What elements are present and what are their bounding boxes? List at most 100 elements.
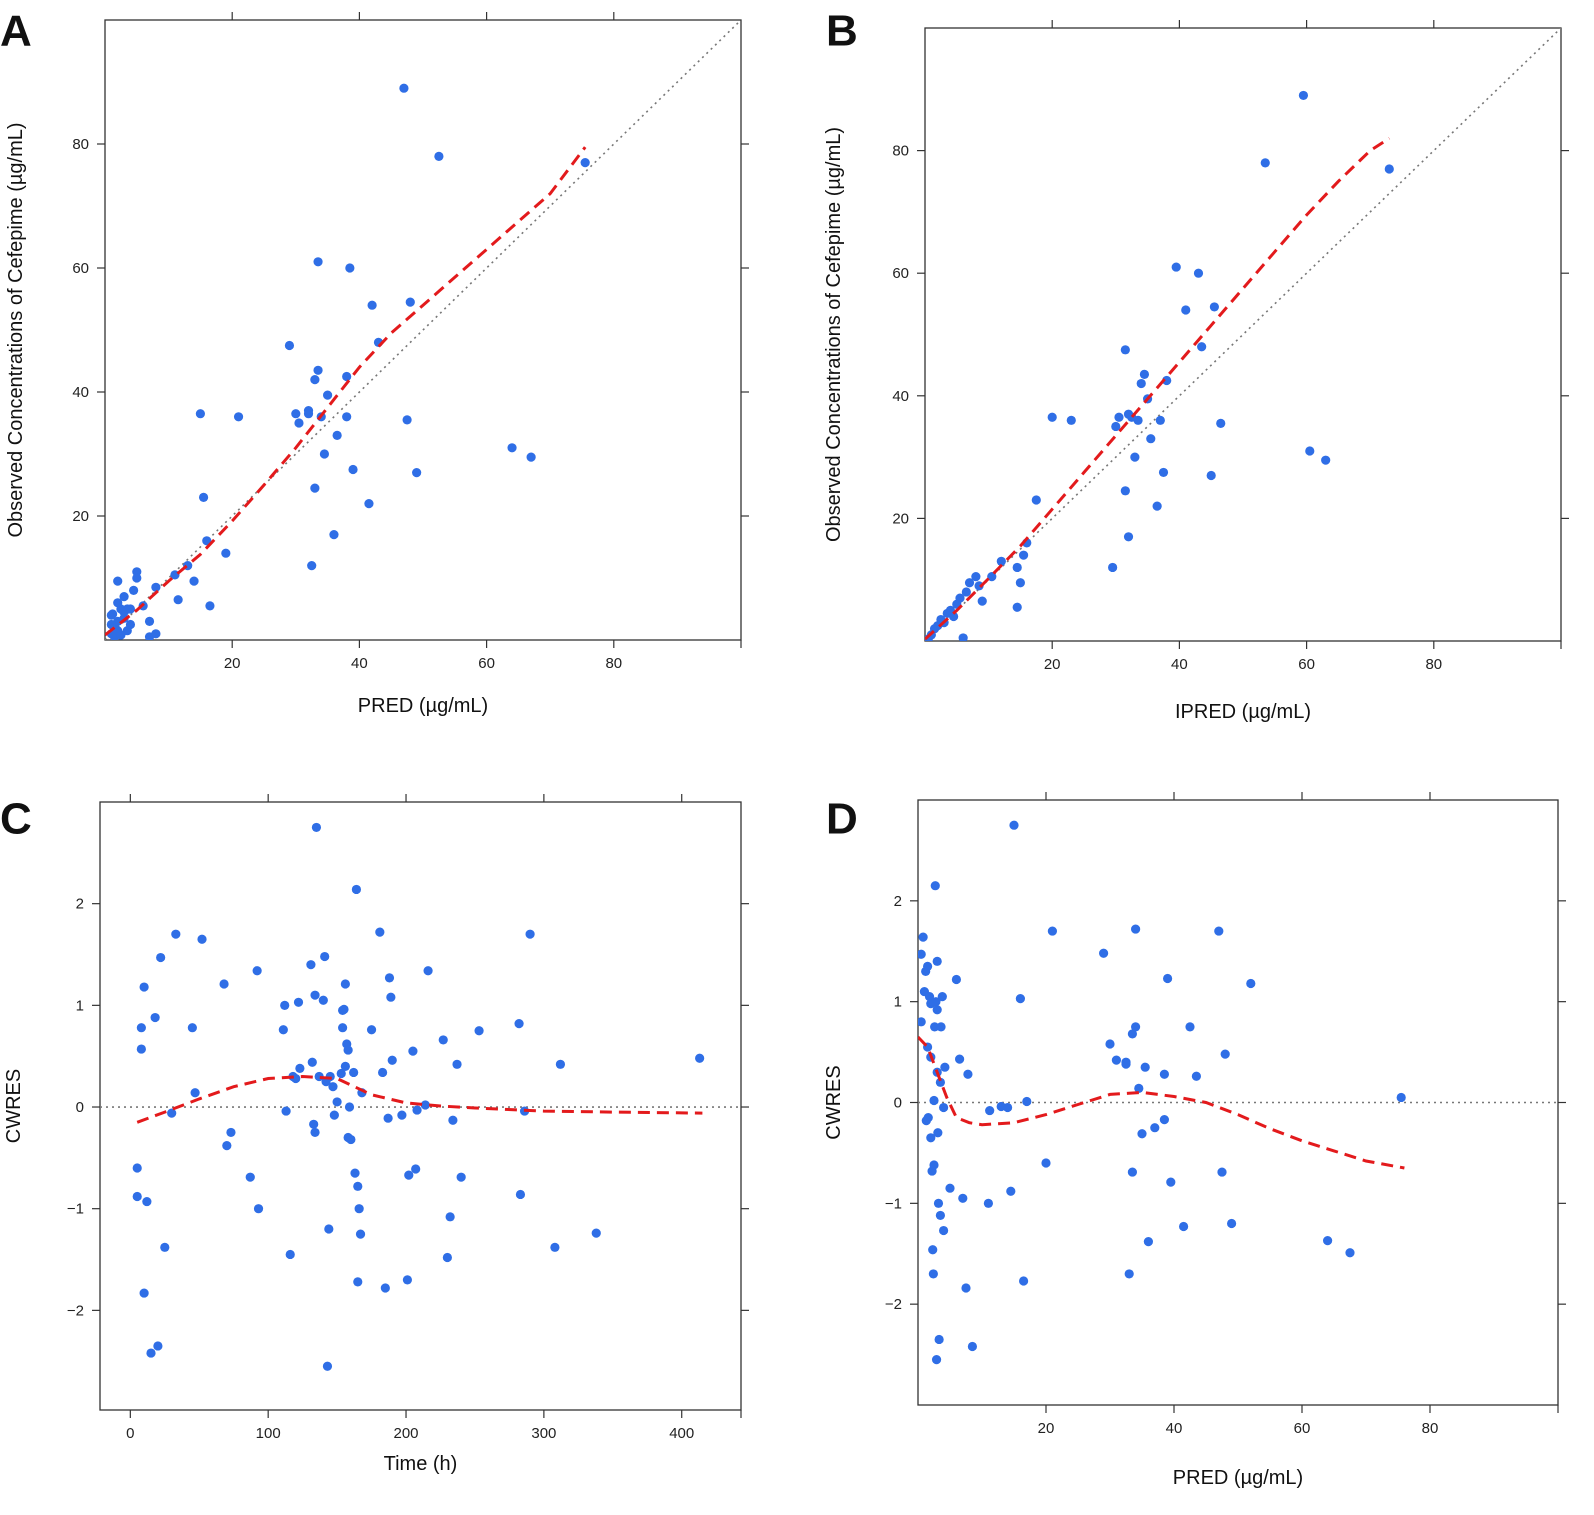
data-point [918, 932, 928, 942]
data-point [367, 300, 377, 310]
data-point [405, 297, 415, 307]
data-point [1139, 369, 1150, 379]
data-point [1155, 415, 1165, 425]
data-point [340, 979, 350, 989]
data-point [336, 1068, 346, 1079]
x-tick-label: 100 [256, 1425, 281, 1442]
plot-area [105, 20, 741, 640]
data-point [190, 1088, 200, 1098]
data-point [1163, 973, 1173, 984]
data-point [295, 1063, 305, 1073]
panel-c-cwres-vs-time: C 0 100 200 300 400 −2 −1 0 1 2 Time (h) CWRES [0, 794, 749, 1475]
data-point [222, 1141, 232, 1151]
data-point [963, 1069, 973, 1079]
y-tick-label: 2 [76, 896, 84, 913]
x-tick-label: 300 [531, 1425, 556, 1442]
data-point [1131, 1022, 1141, 1032]
data-point [452, 1059, 462, 1069]
data-point [144, 616, 155, 627]
panel-b-goodness-of-fit: B 20 40 60 80 20 40 60 80 IPRED (µg/mL) Observed C… [823, 7, 1569, 723]
y-tick-label: 0 [894, 1095, 902, 1112]
data-point [411, 1164, 421, 1174]
data-point [332, 1097, 342, 1107]
y-axis-title: Observed Concentrations of Cefepime (µg/… [823, 127, 845, 542]
data-point [129, 585, 139, 596]
data-point [353, 1181, 363, 1191]
data-point [402, 1275, 413, 1285]
data-point [977, 596, 987, 606]
panel-label: A [0, 7, 32, 56]
data-point [342, 412, 352, 422]
x-tick-label: 60 [478, 655, 495, 672]
data-point [985, 1105, 995, 1116]
data-point [343, 1045, 353, 1055]
data-point [1227, 1218, 1237, 1229]
data-point [146, 1348, 156, 1358]
data-point [125, 604, 136, 614]
data-point [136, 1044, 146, 1054]
data-point [384, 973, 395, 983]
data-point [1191, 1071, 1201, 1081]
loess-trend-line [918, 1035, 1405, 1170]
data-point [932, 956, 942, 966]
data-point [974, 581, 984, 591]
data-point [280, 1000, 290, 1010]
data-point [245, 1172, 255, 1182]
data-point [310, 1127, 320, 1138]
x-tick-label: 400 [669, 1425, 694, 1442]
data-point [139, 1288, 149, 1298]
data-point [1136, 378, 1146, 389]
x-axis-title: PRED (µg/mL) [358, 695, 488, 717]
data-point [1206, 470, 1216, 481]
data-point [1396, 1092, 1406, 1103]
y-axis-title: CWRES [3, 1069, 25, 1143]
data-point [923, 1113, 933, 1123]
data-point [329, 1110, 339, 1120]
y-tick-label: −2 [885, 1296, 902, 1313]
x-axis-title: IPRED (µg/mL) [1175, 701, 1311, 723]
x-tick-label: 40 [1171, 656, 1188, 673]
data-point [1111, 421, 1121, 432]
data-point [939, 1102, 949, 1113]
panel-a-goodness-of-fit: A 20 40 60 80 20 40 60 80 PRED (µg/mL) Observed Co… [0, 7, 749, 717]
data-point [474, 1026, 484, 1036]
y-tick-label: 40 [892, 388, 909, 405]
data-point [375, 927, 385, 937]
data-point [456, 1172, 466, 1182]
data-point [156, 952, 166, 963]
data-point [434, 151, 444, 161]
data-point [377, 1067, 388, 1078]
data-point [386, 992, 396, 1002]
panel-label: B [826, 7, 858, 56]
data-point [940, 1062, 950, 1072]
data-point [252, 966, 262, 976]
y-tick-label: 2 [894, 893, 902, 910]
data-point [420, 1100, 430, 1110]
data-point [322, 1361, 333, 1371]
y-tick-label: 80 [892, 143, 909, 160]
data-point [116, 630, 126, 640]
plot-frame [99, 801, 742, 1411]
data-point [387, 1055, 397, 1065]
data-point [1171, 262, 1181, 272]
data-point [958, 1193, 968, 1203]
y-tick-label: 0 [76, 1099, 84, 1116]
data-point [1012, 562, 1022, 573]
data-point [961, 587, 971, 597]
data-point [507, 443, 517, 453]
data-point [961, 1283, 971, 1293]
data-point [323, 390, 333, 400]
data-point [408, 1046, 418, 1056]
data-point [351, 884, 361, 895]
plot-frame [104, 19, 742, 641]
data-point [221, 548, 231, 558]
y-tick-label: 20 [72, 508, 89, 525]
data-point [1124, 1269, 1134, 1279]
data-point [353, 1277, 363, 1287]
data-point [310, 483, 320, 493]
data-point [928, 1245, 938, 1255]
data-point [1166, 1177, 1176, 1187]
data-point [1185, 1022, 1195, 1032]
data-point [1111, 1055, 1121, 1065]
data-point [399, 83, 409, 93]
